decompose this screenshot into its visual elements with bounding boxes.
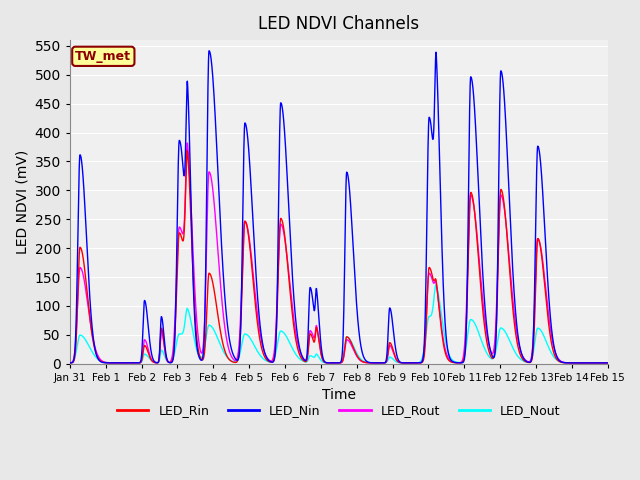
LED_Nout	[66, 360, 74, 366]
Y-axis label: LED NDVI (mV): LED NDVI (mV)	[15, 150, 29, 254]
LED_Nin	[66, 360, 74, 366]
LED_Nin	[205, 48, 213, 54]
LED_Rin	[388, 345, 396, 351]
LED_Rout	[66, 360, 74, 366]
LED_Rin	[508, 298, 516, 304]
LED_Nin	[388, 320, 396, 325]
Text: TW_met: TW_met	[76, 50, 131, 63]
LED_Rout	[508, 289, 516, 295]
LED_Rout	[388, 347, 396, 353]
LED_Nin	[164, 358, 172, 364]
LED_Nout	[416, 360, 424, 365]
Line: LED_Rin: LED_Rin	[70, 151, 607, 363]
LED_Nin	[416, 360, 424, 366]
LED_Rin	[604, 360, 611, 366]
LED_Rin	[271, 343, 279, 349]
LED_Nout	[164, 359, 172, 364]
LED_Nin	[600, 360, 608, 366]
LED_Rout	[184, 140, 191, 146]
LED_Nin	[604, 360, 611, 366]
LED_Nout	[508, 343, 516, 349]
X-axis label: Time: Time	[322, 388, 356, 402]
LED_Rin	[600, 360, 607, 366]
LED_Rin	[184, 148, 191, 154]
LED_Rout	[416, 360, 424, 366]
Line: LED_Nin: LED_Nin	[70, 51, 607, 363]
LED_Nout	[271, 352, 279, 358]
LED_Rout	[467, 193, 475, 199]
LED_Nin	[508, 255, 516, 261]
Line: LED_Rout: LED_Rout	[70, 143, 607, 363]
LED_Rin	[467, 190, 475, 196]
LED_Rout	[604, 360, 611, 366]
LED_Nin	[467, 74, 475, 80]
LED_Rout	[164, 359, 172, 364]
LED_Rin	[416, 360, 424, 366]
LED_Rin	[66, 360, 74, 366]
LED_Nout	[388, 356, 396, 361]
LED_Nout	[604, 360, 611, 366]
LED_Nout	[432, 282, 440, 288]
LED_Rin	[164, 359, 172, 364]
Line: LED_Nout: LED_Nout	[70, 285, 607, 363]
Legend: LED_Rin, LED_Nin, LED_Rout, LED_Nout: LED_Rin, LED_Nin, LED_Rout, LED_Nout	[112, 399, 566, 422]
LED_Rout	[271, 334, 279, 339]
LED_Nin	[271, 346, 279, 352]
LED_Nout	[467, 317, 475, 323]
Title: LED NDVI Channels: LED NDVI Channels	[258, 15, 419, 33]
